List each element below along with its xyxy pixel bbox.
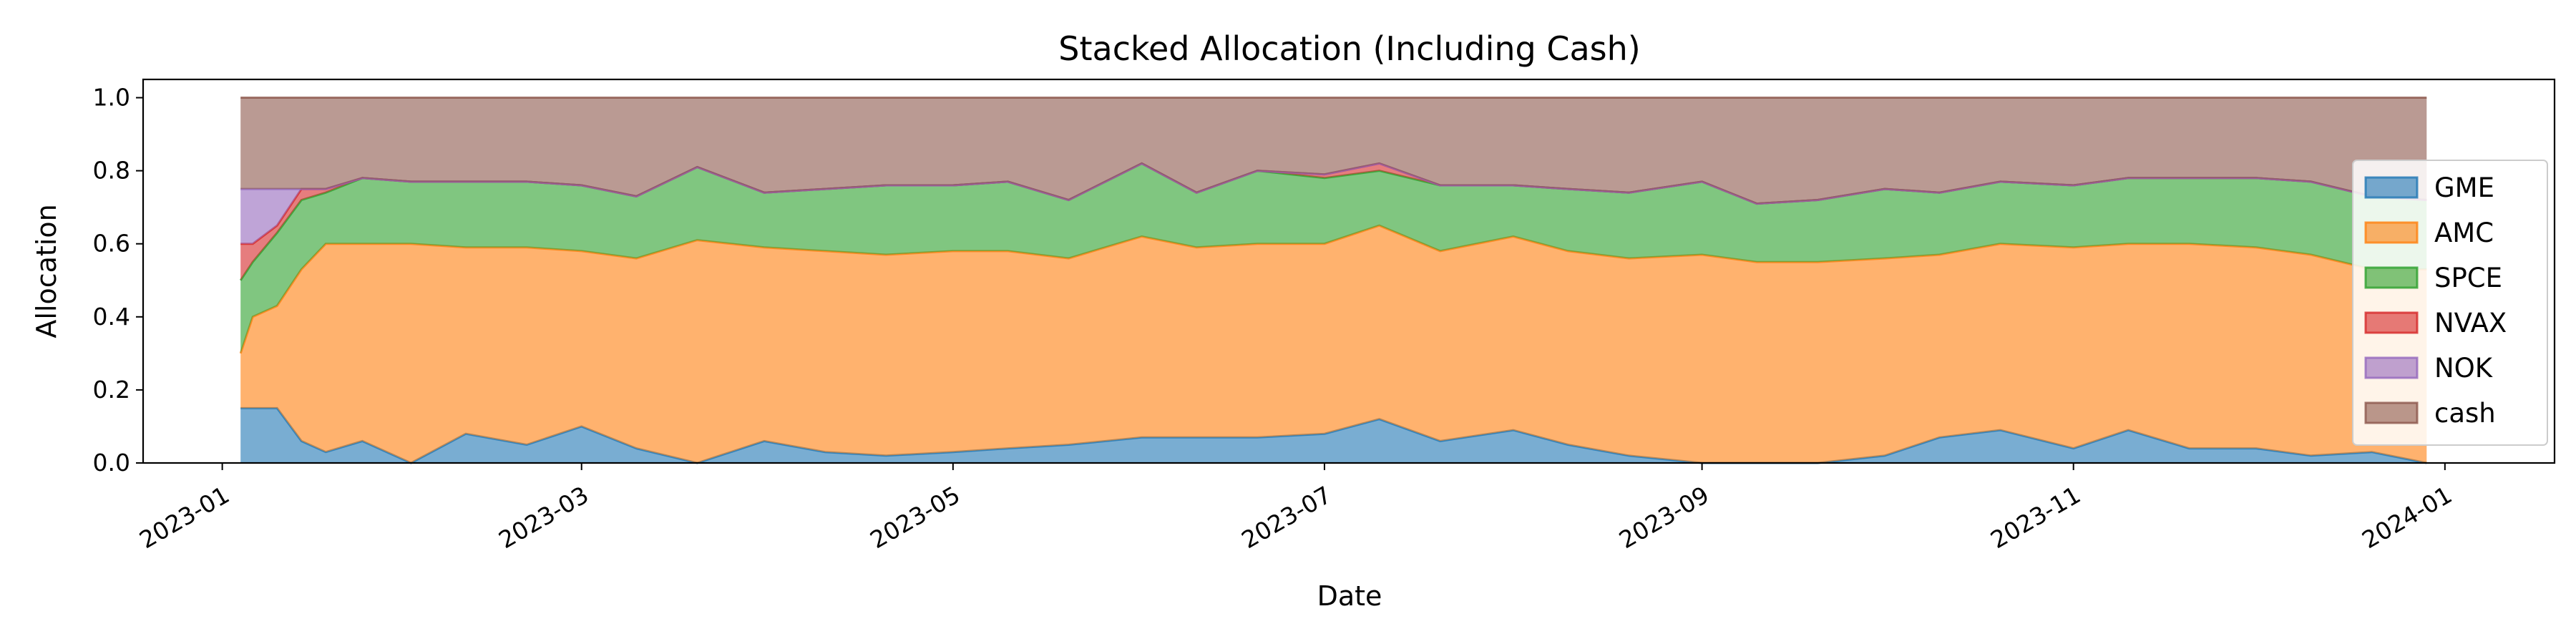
legend-label-cash: cash bbox=[2434, 398, 2496, 429]
legend: GME AMC SPCE NVAX NOK cash bbox=[2352, 160, 2548, 446]
y-tick-label: 0.8 bbox=[93, 157, 130, 185]
legend-swatch-amc bbox=[2364, 221, 2419, 244]
y-tick-label: 0.0 bbox=[93, 449, 130, 477]
plot-frame bbox=[142, 78, 2556, 464]
area-amc bbox=[240, 225, 2427, 463]
legend-swatch-spce bbox=[2364, 266, 2419, 289]
legend-swatch-nok bbox=[2364, 356, 2419, 379]
legend-swatch-cash bbox=[2364, 401, 2419, 424]
chart-title: Stacked Allocation (Including Cash) bbox=[1058, 29, 1640, 68]
legend-label-nvax: NVAX bbox=[2434, 308, 2507, 338]
legend-label-gme: GME bbox=[2434, 172, 2494, 203]
x-axis-label: Date bbox=[1317, 580, 1382, 612]
y-tick-label: 0.2 bbox=[93, 376, 130, 404]
legend-swatch-gme bbox=[2364, 176, 2419, 199]
y-tick-label: 0.6 bbox=[93, 230, 130, 258]
legend-label-amc: AMC bbox=[2434, 218, 2494, 248]
area-spce bbox=[240, 163, 2427, 353]
y-axis-ticks: 0.0 0.2 0.4 0.6 0.8 1.0 bbox=[93, 84, 143, 477]
area-cash bbox=[240, 97, 2427, 204]
legend-label-nok: NOK bbox=[2434, 353, 2494, 384]
y-tick-label: 0.4 bbox=[93, 303, 130, 331]
legend-swatch-nvax bbox=[2364, 311, 2419, 334]
y-axis-label: Allocation bbox=[31, 204, 62, 338]
area-gme bbox=[240, 408, 2427, 463]
series-areas bbox=[239, 97, 2427, 464]
y-tick-label: 1.0 bbox=[93, 84, 130, 112]
legend-label-spce: SPCE bbox=[2434, 263, 2502, 293]
